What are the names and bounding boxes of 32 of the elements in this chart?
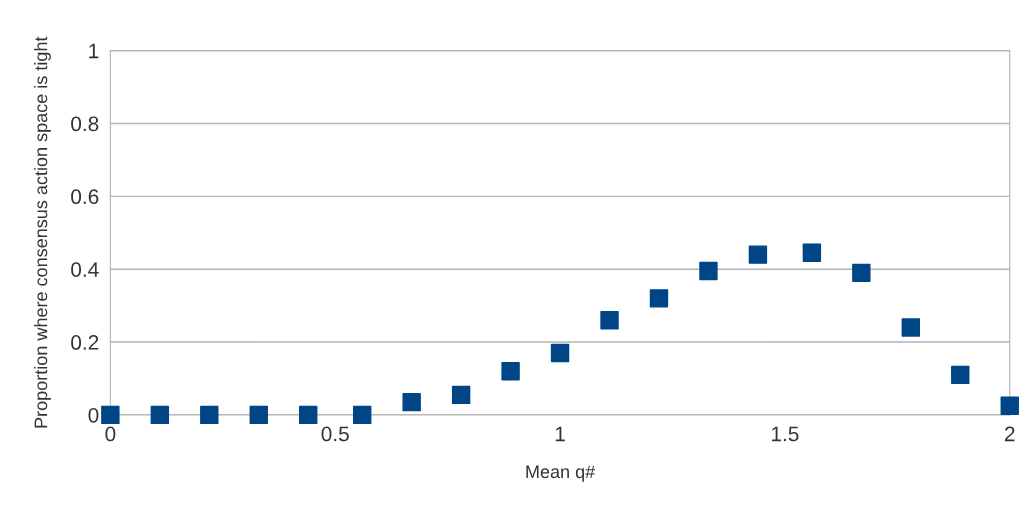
x-tick-label: 1	[555, 426, 565, 442]
point	[451, 385, 471, 405]
point	[299, 405, 318, 425]
point	[249, 405, 268, 425]
point	[402, 392, 421, 412]
point	[699, 261, 718, 281]
point	[802, 243, 822, 262]
point	[1000, 396, 1019, 416]
point	[951, 365, 970, 385]
x-tick-label: 0	[105, 426, 116, 442]
x-tick-label: 0.5	[321, 426, 349, 442]
y-axis-title: Proportion where consensus action space is tight	[34, 36, 51, 428]
y-tick-label: 0.8	[71, 116, 99, 132]
x-tick-label: 1.5	[772, 426, 799, 442]
point	[200, 405, 219, 425]
point	[649, 289, 669, 308]
point	[150, 405, 170, 425]
point	[101, 405, 120, 425]
y-tick-label: 0.2	[71, 335, 99, 350]
point	[352, 405, 372, 425]
point	[748, 245, 768, 264]
y-tick-label: 0.6	[71, 189, 99, 205]
point	[550, 343, 570, 363]
x-tick-label: 2	[1004, 426, 1015, 442]
y-tick-label: 1	[89, 43, 99, 59]
y-tick-label: 0.4	[71, 262, 99, 277]
point	[852, 263, 871, 283]
y-tick-label: 0	[88, 407, 99, 423]
point	[600, 310, 619, 330]
x-axis-title: Mean q#	[526, 465, 596, 482]
point	[901, 318, 921, 337]
point	[501, 362, 520, 381]
